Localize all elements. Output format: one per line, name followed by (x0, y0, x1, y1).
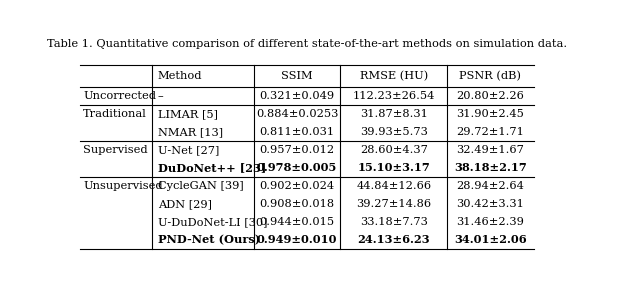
Text: 34.01±2.06: 34.01±2.06 (454, 234, 527, 245)
Text: 32.49±1.67: 32.49±1.67 (456, 145, 524, 155)
Text: U-Net [27]: U-Net [27] (158, 145, 220, 155)
Text: 0.944±0.015: 0.944±0.015 (259, 217, 335, 227)
Text: 0.978±0.005: 0.978±0.005 (257, 162, 337, 173)
Text: DuDoNet++ [23]: DuDoNet++ [23] (158, 162, 266, 173)
Text: 0.321±0.049: 0.321±0.049 (259, 91, 335, 101)
Text: 28.94±2.64: 28.94±2.64 (456, 181, 524, 191)
Text: 0.884±0.0253: 0.884±0.0253 (256, 109, 338, 119)
Text: 30.42±3.31: 30.42±3.31 (456, 199, 524, 209)
Text: 39.27±14.86: 39.27±14.86 (356, 199, 431, 209)
Text: ADN [29]: ADN [29] (158, 199, 212, 209)
Text: 44.84±12.66: 44.84±12.66 (356, 181, 431, 191)
Text: Table 1. Quantitative comparison of different state-of-the-art methods on simula: Table 1. Quantitative comparison of diff… (47, 39, 567, 49)
Text: 0.949±0.010: 0.949±0.010 (257, 234, 337, 245)
Text: 31.46±2.39: 31.46±2.39 (456, 217, 524, 227)
Text: Supervised: Supervised (83, 145, 148, 155)
Text: Unsupervised: Unsupervised (83, 181, 163, 191)
Text: –: – (158, 91, 164, 101)
Text: 31.87±8.31: 31.87±8.31 (360, 109, 428, 119)
Text: PSNR (dB): PSNR (dB) (460, 71, 522, 81)
Text: Uncorrected: Uncorrected (83, 91, 156, 101)
Text: U-DuDoNet-LI [30]: U-DuDoNet-LI [30] (158, 217, 268, 227)
Text: 0.902±0.024: 0.902±0.024 (259, 181, 335, 191)
Text: 28.60±4.37: 28.60±4.37 (360, 145, 428, 155)
Text: 0.811±0.031: 0.811±0.031 (259, 127, 335, 137)
Text: RMSE (HU): RMSE (HU) (360, 71, 428, 81)
Text: 20.80±2.26: 20.80±2.26 (456, 91, 524, 101)
Text: 112.23±26.54: 112.23±26.54 (353, 91, 435, 101)
Text: 24.13±6.23: 24.13±6.23 (357, 234, 430, 245)
Text: LIMAR [5]: LIMAR [5] (158, 109, 218, 119)
Text: 29.72±1.71: 29.72±1.71 (456, 127, 524, 137)
Text: CycleGAN [39]: CycleGAN [39] (158, 181, 244, 191)
Text: 38.18±2.17: 38.18±2.17 (454, 162, 527, 173)
Text: 31.90±2.45: 31.90±2.45 (456, 109, 524, 119)
Text: NMAR [13]: NMAR [13] (158, 127, 223, 137)
Text: Method: Method (158, 71, 202, 81)
Text: 33.18±7.73: 33.18±7.73 (360, 217, 428, 227)
Text: 0.957±0.012: 0.957±0.012 (259, 145, 335, 155)
Text: SSIM: SSIM (281, 71, 313, 81)
Text: 0.908±0.018: 0.908±0.018 (259, 199, 335, 209)
Text: PND-Net (Ours): PND-Net (Ours) (158, 234, 260, 245)
Text: 15.10±3.17: 15.10±3.17 (357, 162, 430, 173)
Text: 39.93±5.73: 39.93±5.73 (360, 127, 428, 137)
Text: Traditional: Traditional (83, 109, 147, 119)
